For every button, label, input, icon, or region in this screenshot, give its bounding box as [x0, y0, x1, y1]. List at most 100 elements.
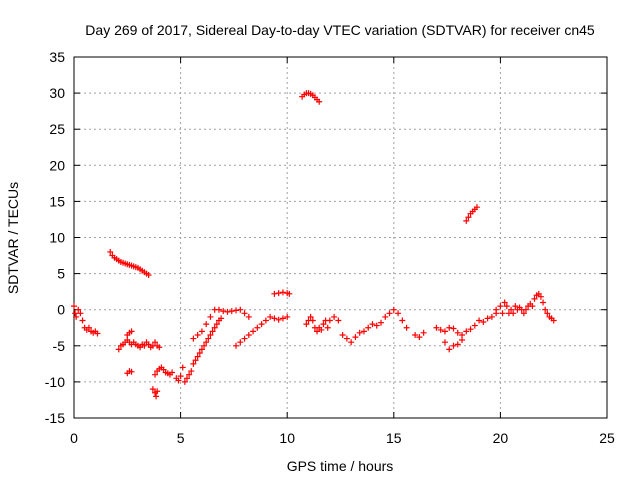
- data-point: [508, 306, 515, 313]
- data-point: [215, 306, 222, 313]
- data-point: [320, 321, 327, 328]
- data-point: [241, 335, 248, 342]
- data-point: [286, 290, 293, 297]
- data-point: [245, 331, 252, 338]
- data-point: [493, 306, 500, 313]
- data-point: [262, 317, 269, 324]
- data-point: [471, 322, 478, 329]
- data-point: [241, 310, 248, 317]
- data-point: [441, 339, 448, 346]
- data-point: [463, 217, 470, 224]
- data-point: [250, 328, 257, 335]
- data-point: [378, 319, 385, 326]
- data-point: [275, 290, 282, 297]
- data-point: [128, 368, 135, 375]
- data-point: [399, 317, 406, 324]
- data-point: [152, 339, 159, 346]
- y-tick-label: 35: [49, 49, 65, 65]
- data-point: [213, 321, 220, 328]
- data-point: [335, 317, 342, 324]
- data-point: [467, 326, 474, 333]
- data-point: [318, 326, 325, 333]
- data-point: [218, 315, 225, 322]
- data-point: [275, 316, 282, 323]
- data-point: [198, 346, 205, 353]
- data-point: [365, 324, 372, 331]
- x-tick-label: 20: [493, 430, 509, 446]
- data-point: [437, 326, 444, 333]
- data-point: [237, 339, 244, 346]
- data-point: [463, 328, 470, 335]
- data-point: [279, 289, 286, 296]
- data-point: [499, 310, 506, 317]
- data-point: [209, 328, 216, 335]
- x-tick-label: 25: [599, 430, 615, 446]
- data-point: [522, 306, 529, 313]
- data-point: [79, 317, 86, 324]
- y-axis-title: SDTVAR / TECUs: [5, 182, 21, 294]
- data-point: [154, 388, 161, 395]
- data-point: [369, 321, 376, 328]
- data-point: [307, 313, 314, 320]
- data-point: [450, 325, 457, 332]
- y-tick-label: -5: [53, 338, 66, 354]
- data-point: [279, 315, 286, 322]
- data-point: [203, 321, 210, 328]
- data-point: [544, 310, 551, 317]
- data-point: [459, 331, 466, 338]
- data-point: [267, 313, 274, 320]
- data-point: [537, 293, 544, 300]
- data-point: [542, 306, 549, 313]
- data-point: [412, 331, 419, 338]
- data-point: [233, 307, 240, 314]
- data-point: [175, 377, 182, 384]
- x-tick-label: 15: [386, 430, 402, 446]
- data-point: [183, 375, 190, 382]
- data-point: [245, 313, 252, 320]
- data-point: [207, 313, 214, 320]
- data-point: [373, 322, 380, 329]
- data-point: [529, 303, 536, 310]
- data-point: [75, 306, 82, 313]
- data-point: [169, 369, 176, 376]
- data-point: [309, 317, 316, 324]
- x-tick-label: 0: [70, 430, 78, 446]
- y-tick-label: 5: [57, 266, 65, 282]
- data-point: [188, 368, 195, 375]
- data-point: [501, 299, 508, 306]
- data-point: [343, 335, 350, 342]
- data-point: [228, 308, 235, 315]
- data-point: [271, 315, 278, 322]
- data-point: [128, 328, 135, 335]
- data-point: [72, 310, 79, 317]
- data-point: [207, 331, 214, 338]
- y-tick-label: 25: [49, 121, 65, 137]
- data-point: [177, 373, 184, 380]
- data-point: [141, 342, 148, 349]
- data-point: [145, 272, 152, 279]
- data-point: [196, 350, 203, 357]
- data-point: [237, 306, 244, 313]
- data-point: [179, 364, 186, 371]
- grid-lines: [74, 57, 607, 418]
- y-tick-label: 15: [49, 193, 65, 209]
- y-tick-label: -15: [45, 410, 65, 426]
- data-point: [403, 324, 410, 331]
- data-point: [446, 346, 453, 353]
- data-point: [205, 335, 212, 342]
- y-tick-label: 10: [49, 230, 65, 246]
- data-point: [194, 331, 201, 338]
- data-point: [198, 328, 205, 335]
- data-point: [484, 315, 491, 322]
- x-axis-title: GPS time / hours: [287, 458, 394, 474]
- y-tick-label: -10: [45, 374, 65, 390]
- data-point: [203, 339, 210, 346]
- data-point: [94, 330, 101, 337]
- data-point: [339, 331, 346, 338]
- data-point: [192, 357, 199, 364]
- data-point: [324, 324, 331, 331]
- data-point: [356, 329, 363, 336]
- data-point: [348, 339, 355, 346]
- x-tick-label: 10: [279, 430, 295, 446]
